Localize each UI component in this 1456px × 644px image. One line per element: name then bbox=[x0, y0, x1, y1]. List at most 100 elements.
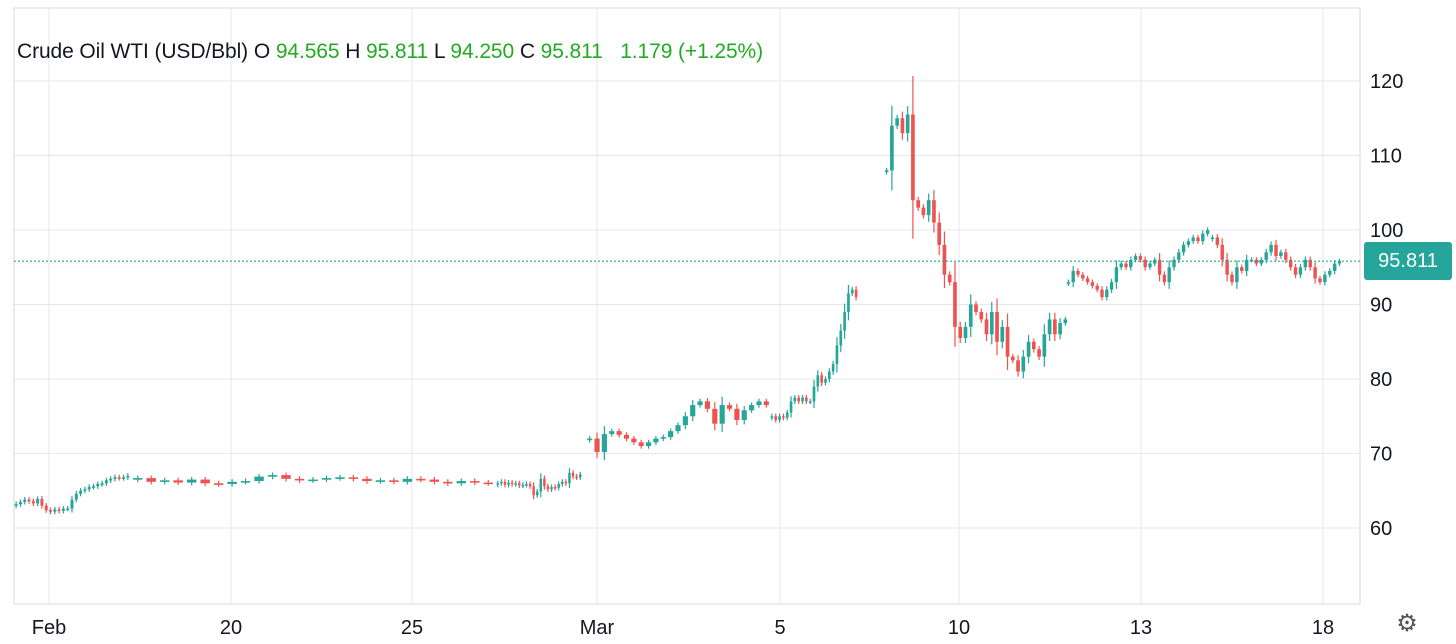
candle-body bbox=[805, 397, 808, 402]
candle-body bbox=[514, 483, 517, 485]
ohlc-legend: Crude Oil WTI (USD/Bbl) O 94.565 H 95.81… bbox=[17, 40, 763, 64]
candle-body bbox=[895, 118, 899, 126]
close-value: 95.811 bbox=[540, 40, 603, 63]
candle-body bbox=[539, 478, 543, 492]
candle-body bbox=[847, 293, 850, 312]
candle-body bbox=[375, 480, 386, 482]
candle-body bbox=[937, 222, 942, 245]
candle-body bbox=[594, 438, 600, 453]
candle-body bbox=[1186, 241, 1191, 245]
candle-body bbox=[963, 326, 968, 339]
candle-body bbox=[1081, 274, 1085, 279]
candle-body bbox=[1215, 237, 1220, 245]
candle-body bbox=[53, 509, 57, 512]
candle-body bbox=[1124, 263, 1128, 268]
candle-body bbox=[126, 475, 130, 478]
candle-body bbox=[281, 475, 291, 479]
candle-body bbox=[645, 442, 652, 447]
candle-body bbox=[1254, 259, 1259, 264]
candle-body bbox=[942, 244, 947, 275]
candle-body bbox=[553, 487, 557, 489]
candle-body bbox=[568, 472, 571, 484]
gear-icon[interactable]: ⚙ bbox=[1396, 610, 1418, 637]
candle-body bbox=[1053, 319, 1057, 335]
candle-body bbox=[528, 484, 532, 487]
candle-body bbox=[87, 487, 91, 490]
candle-body bbox=[827, 371, 831, 379]
candle-body bbox=[133, 478, 143, 480]
candle-body bbox=[389, 480, 399, 482]
y-tick-label: 70 bbox=[1370, 444, 1392, 466]
candle-body bbox=[57, 509, 61, 511]
candle-body bbox=[1063, 319, 1068, 324]
candle-body bbox=[785, 412, 789, 418]
candle-body bbox=[1279, 252, 1283, 257]
candle-body bbox=[756, 401, 762, 406]
candle-body bbox=[1332, 263, 1337, 271]
candle-body bbox=[916, 200, 921, 208]
y-tick-label: 110 bbox=[1370, 146, 1402, 168]
low-label: L bbox=[433, 40, 445, 63]
candle-body bbox=[958, 326, 963, 339]
candle-body bbox=[1205, 230, 1210, 234]
candle-body bbox=[1143, 259, 1147, 268]
candle-body bbox=[690, 405, 696, 417]
candle-body bbox=[850, 289, 854, 294]
candle-body bbox=[1196, 237, 1200, 242]
candle-body bbox=[1114, 267, 1119, 283]
x-tick-label: Feb bbox=[32, 617, 66, 639]
candle-body bbox=[1071, 270, 1075, 283]
candle-body bbox=[1090, 282, 1095, 286]
candle-body bbox=[159, 480, 170, 482]
candle-body bbox=[27, 499, 31, 502]
candle-body bbox=[1191, 237, 1195, 242]
candle-body bbox=[1129, 259, 1133, 268]
candle-body bbox=[1026, 341, 1031, 357]
candle-body bbox=[1201, 233, 1205, 242]
candle-body bbox=[820, 375, 823, 383]
candle-body bbox=[979, 311, 984, 320]
candle-body bbox=[726, 405, 733, 409]
candle-body bbox=[213, 483, 224, 485]
candle-body bbox=[1244, 259, 1249, 271]
candle-body bbox=[712, 408, 718, 424]
x-tick-label: 5 bbox=[774, 617, 785, 639]
candle-body bbox=[824, 379, 827, 383]
symbol-label: Crude Oil WTI (USD/Bbl) bbox=[17, 40, 249, 63]
y-tick-label: 100 bbox=[1370, 220, 1403, 242]
candle-body bbox=[40, 498, 44, 506]
candle-body bbox=[348, 477, 359, 479]
candle-body bbox=[83, 489, 87, 491]
candle-body bbox=[734, 408, 740, 420]
candle-body bbox=[653, 438, 659, 443]
candle-body bbox=[778, 416, 781, 420]
candle-body bbox=[1100, 289, 1104, 298]
candle-body bbox=[500, 481, 503, 484]
candle-body bbox=[1005, 326, 1010, 357]
candle-body bbox=[578, 474, 582, 478]
candle-body bbox=[1313, 267, 1317, 279]
candle-body bbox=[995, 311, 999, 342]
candle-body bbox=[1095, 285, 1099, 290]
candle-body bbox=[843, 311, 846, 331]
candle-body bbox=[953, 282, 957, 327]
candle-body bbox=[974, 304, 978, 312]
candle-body bbox=[503, 481, 507, 485]
candle-body bbox=[1167, 267, 1171, 283]
candle-body bbox=[1047, 319, 1052, 335]
candle-body bbox=[23, 499, 27, 502]
candle-body bbox=[911, 114, 915, 201]
candle-body bbox=[660, 437, 666, 439]
candle-body bbox=[900, 118, 905, 134]
candle-body bbox=[989, 311, 994, 335]
candle-body bbox=[521, 484, 525, 487]
candle-body bbox=[1162, 274, 1167, 283]
candle-body bbox=[1240, 267, 1244, 271]
candle-body bbox=[1109, 282, 1114, 290]
candle-body bbox=[146, 478, 156, 482]
change-value: 1.179 bbox=[620, 40, 673, 63]
candle-body bbox=[429, 479, 440, 482]
candle-body bbox=[1235, 267, 1239, 283]
